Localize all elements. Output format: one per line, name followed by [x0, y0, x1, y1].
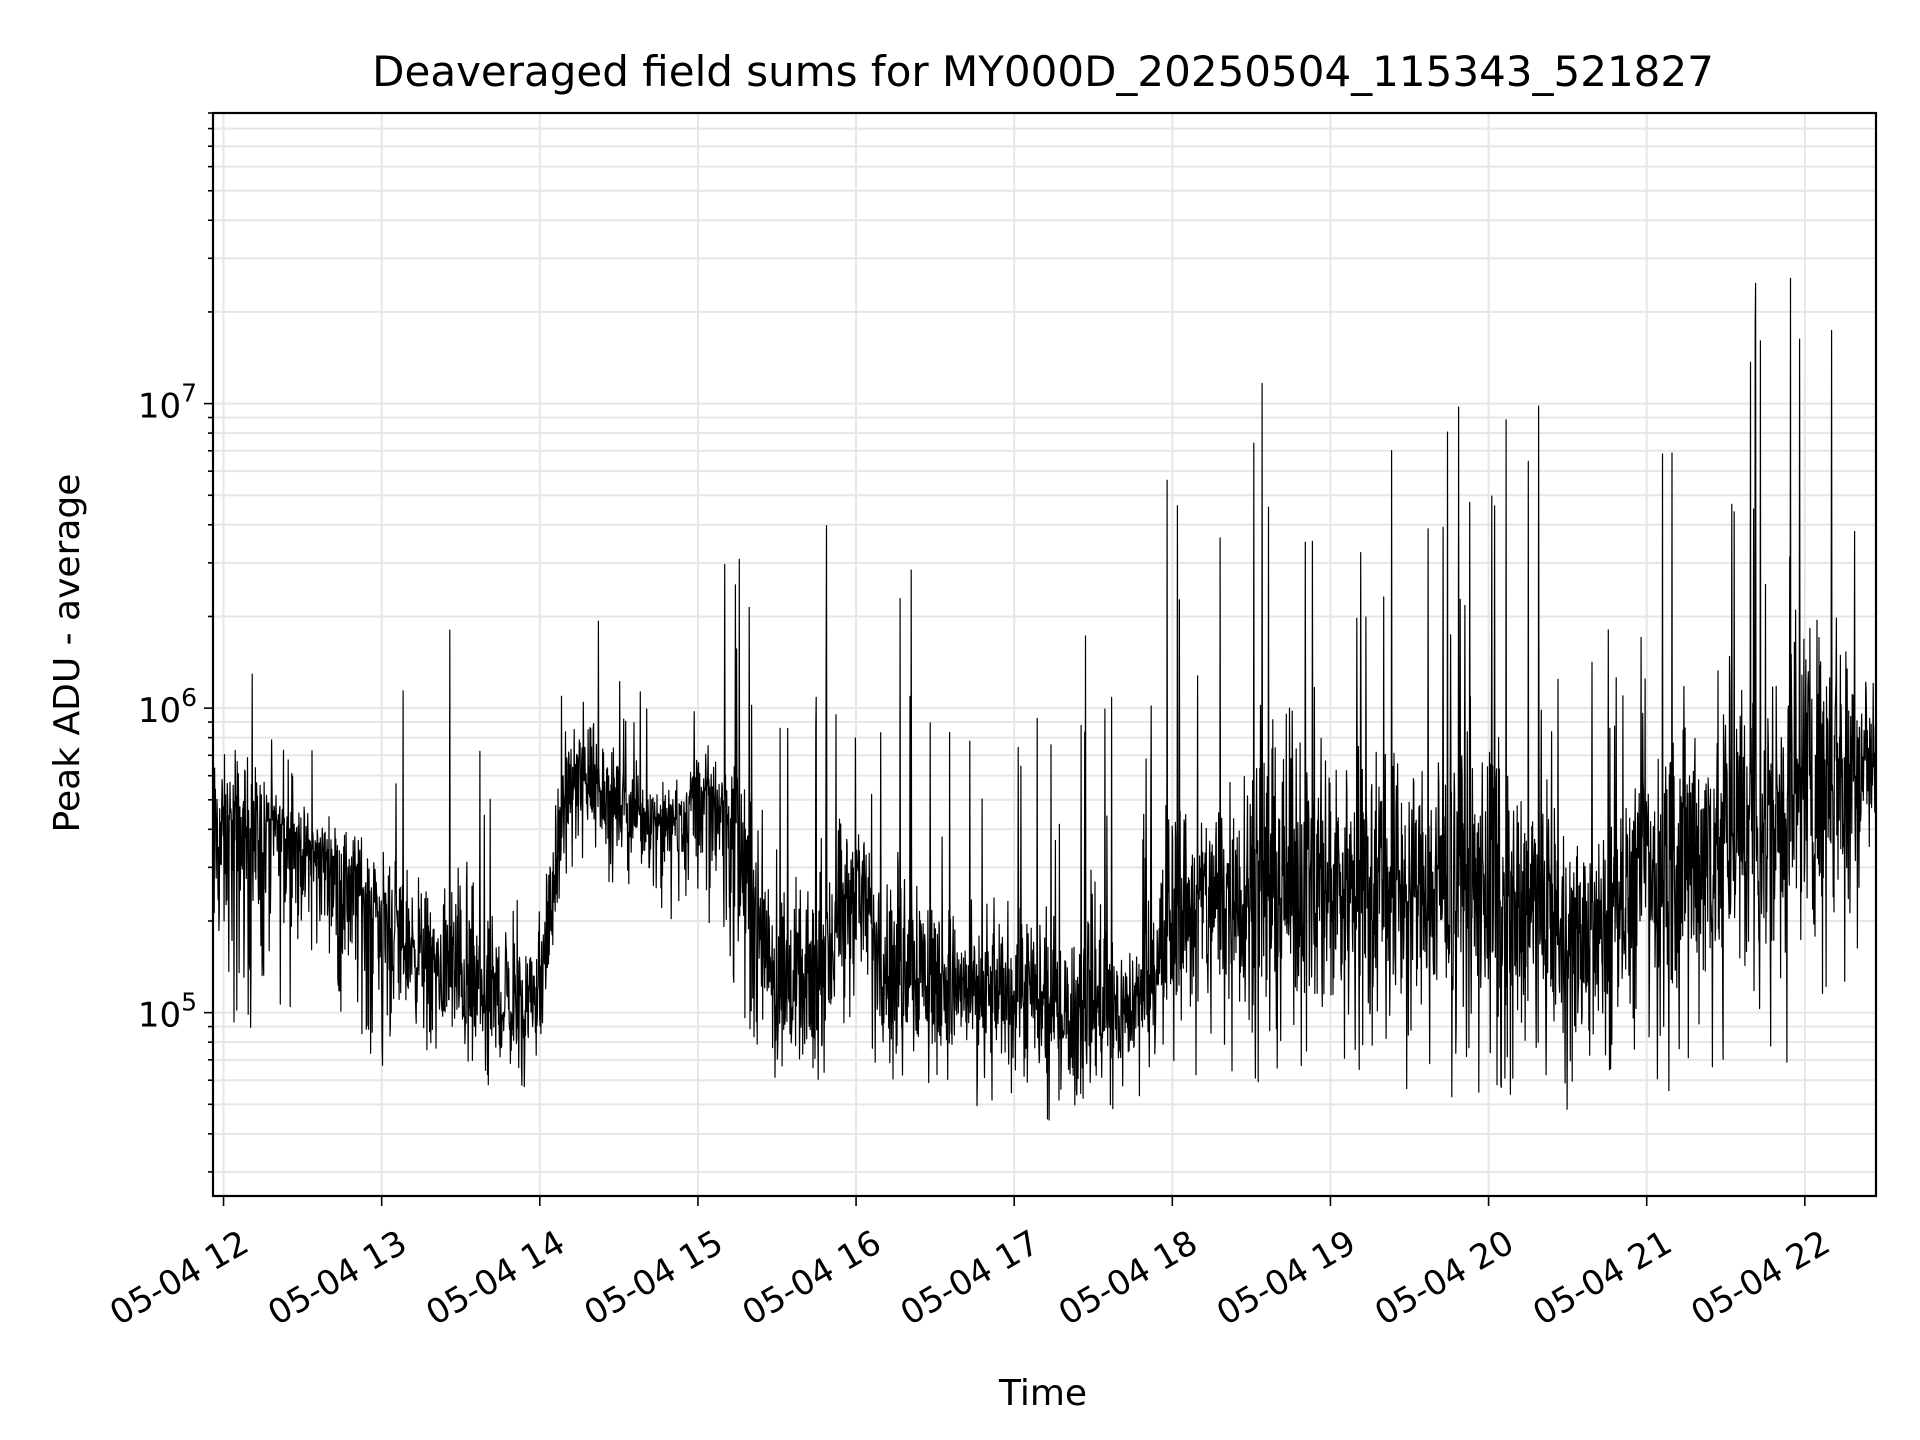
y-tick-label: 107 [138, 379, 197, 427]
plot-frame [211, 111, 1878, 1198]
x-axis-label: Time [998, 1373, 1087, 1414]
y-tick-label: 105 [138, 988, 197, 1036]
chart-title: Deaveraged field sums for MY000D_2025050… [372, 47, 1714, 96]
series-layer [212, 277, 1877, 1121]
y-tick-label: 106 [138, 683, 197, 731]
series-line [212, 277, 1877, 1121]
y-axis-label: Peak ADU - average [47, 474, 88, 833]
